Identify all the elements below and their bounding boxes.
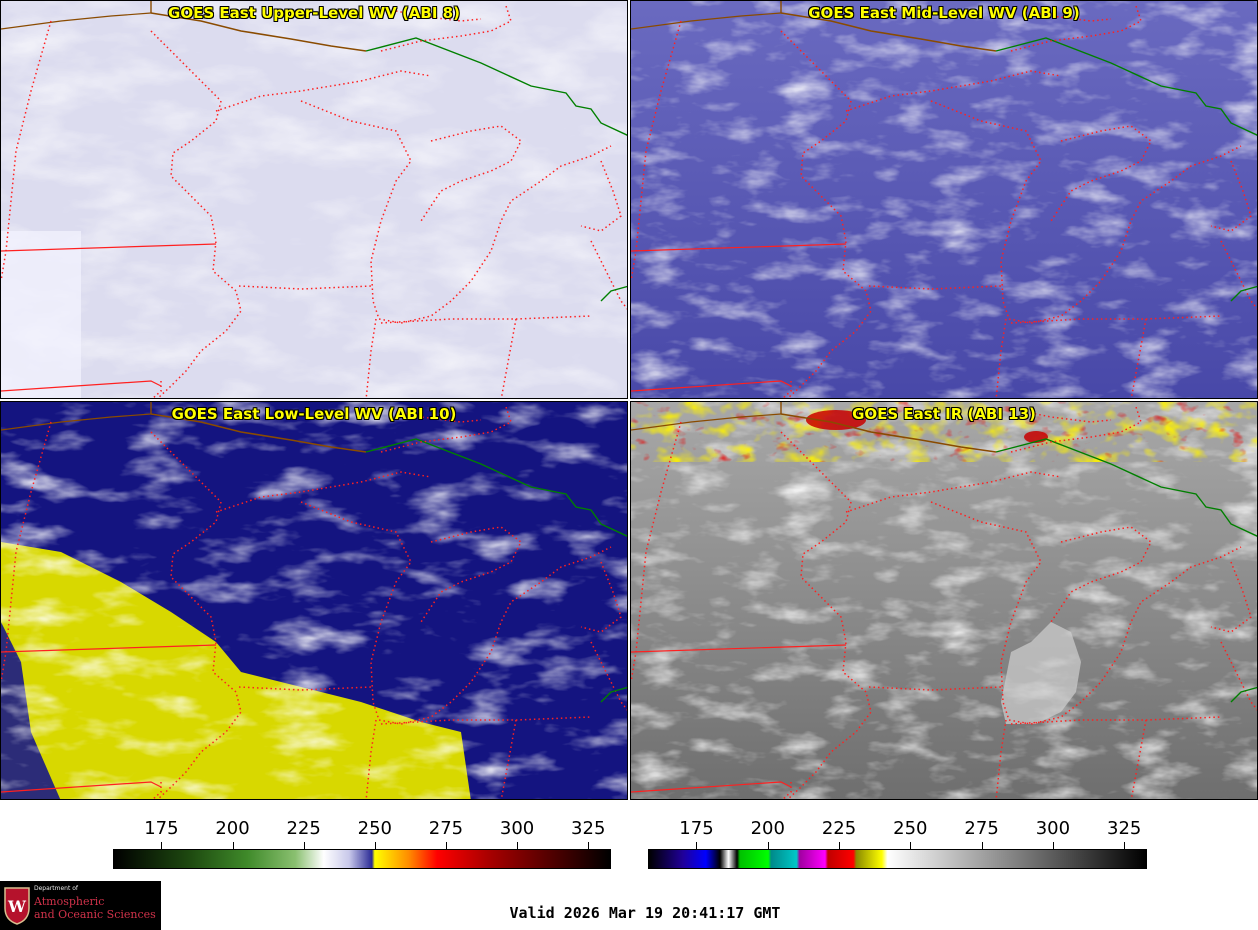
logo-line1: Atmospheric — [34, 895, 105, 908]
colorbar-ir-tick-mark — [767, 842, 769, 849]
colorbar-wv-tick-mark — [517, 842, 519, 849]
colorbar-wv-tick-mark — [232, 842, 234, 849]
colorbar-ir-tick-mark — [839, 842, 841, 849]
colorbar-ir-gradient — [648, 849, 1147, 869]
upper-level-wv-image — [1, 1, 627, 398]
svg-text:W: W — [7, 897, 27, 916]
colorbar-wv: 175 200 225 250 275 300 325 — [113, 812, 611, 872]
panel-upper-level-wv: GOES East Upper-Level WV (ABI 8) — [0, 0, 628, 399]
colorbar-wv-tick-label: 225 — [286, 818, 321, 839]
colorbar-wv-tick-mark — [161, 842, 163, 849]
colorbar-ir-tick-label: 250 — [893, 818, 928, 839]
logo-dept: Department of — [34, 885, 78, 892]
colorbar-ir-tick-label: 175 — [679, 818, 714, 839]
low-level-wv-image — [1, 402, 627, 799]
colorbar-ir-tick-mark — [1052, 842, 1054, 849]
uw-crest-icon: W — [4, 887, 30, 925]
colorbar-wv-tick-label: 325 — [571, 818, 606, 839]
panel-title-low: GOES East Low-Level WV (ABI 10) — [171, 405, 457, 423]
colorbar-ir-tick-mark — [910, 842, 912, 849]
colorbar-wv-gradient — [113, 849, 611, 869]
colorbar-ir-tick-label: 300 — [1035, 818, 1071, 839]
colorbar-ir-tick-label: 200 — [750, 818, 785, 839]
ir-image — [631, 402, 1257, 799]
panel-ir: GOES East IR (ABI 13) — [630, 401, 1258, 800]
colorbar-ir-tick-mark — [1124, 842, 1126, 849]
colorbar-wv-tick-label: 275 — [428, 818, 464, 839]
colorbar-ir: 175 200 225 250 275 300 325 — [648, 812, 1147, 872]
colorbar-wv-tick-mark — [374, 842, 376, 849]
colorbar-wv-tick-label: 250 — [357, 818, 392, 839]
panel-title-mid: GOES East Mid-Level WV (ABI 9) — [808, 4, 1080, 22]
colorbar-wv-tick-mark — [588, 842, 590, 849]
mid-level-wv-image — [631, 1, 1257, 398]
colorbar-ir-tick-mark — [696, 842, 698, 849]
colorbar-ir-tick-mark — [981, 842, 983, 849]
panel-title-ir: GOES East IR (ABI 13) — [852, 405, 1036, 423]
colorbar-wv-tick-mark — [445, 842, 447, 849]
colorbar-ir-tick-label: 325 — [1107, 818, 1142, 839]
logo-line2: and Oceanic Sciences — [34, 908, 156, 921]
valid-time: Valid 2026 Mar 19 20:41:17 GMT — [509, 904, 781, 922]
colorbar-ir-tick-label: 275 — [964, 818, 999, 839]
panel-mid-level-wv: GOES East Mid-Level WV (ABI 9) — [630, 0, 1258, 399]
colorbar-wv-tick-label: 200 — [215, 818, 250, 839]
colorbar-wv-tick-mark — [303, 842, 305, 849]
colorbar-ir-tick-label: 225 — [821, 818, 857, 839]
panel-title-upper: GOES East Upper-Level WV (ABI 8) — [168, 4, 460, 22]
colorbar-wv-tick-label: 175 — [144, 818, 179, 839]
colorbar-wv-tick-label: 300 — [499, 818, 535, 839]
panel-low-level-wv: GOES East Low-Level WV (ABI 10) — [0, 401, 628, 800]
uw-aos-logo: W Department of Atmospheric and Oceanic … — [0, 881, 161, 930]
